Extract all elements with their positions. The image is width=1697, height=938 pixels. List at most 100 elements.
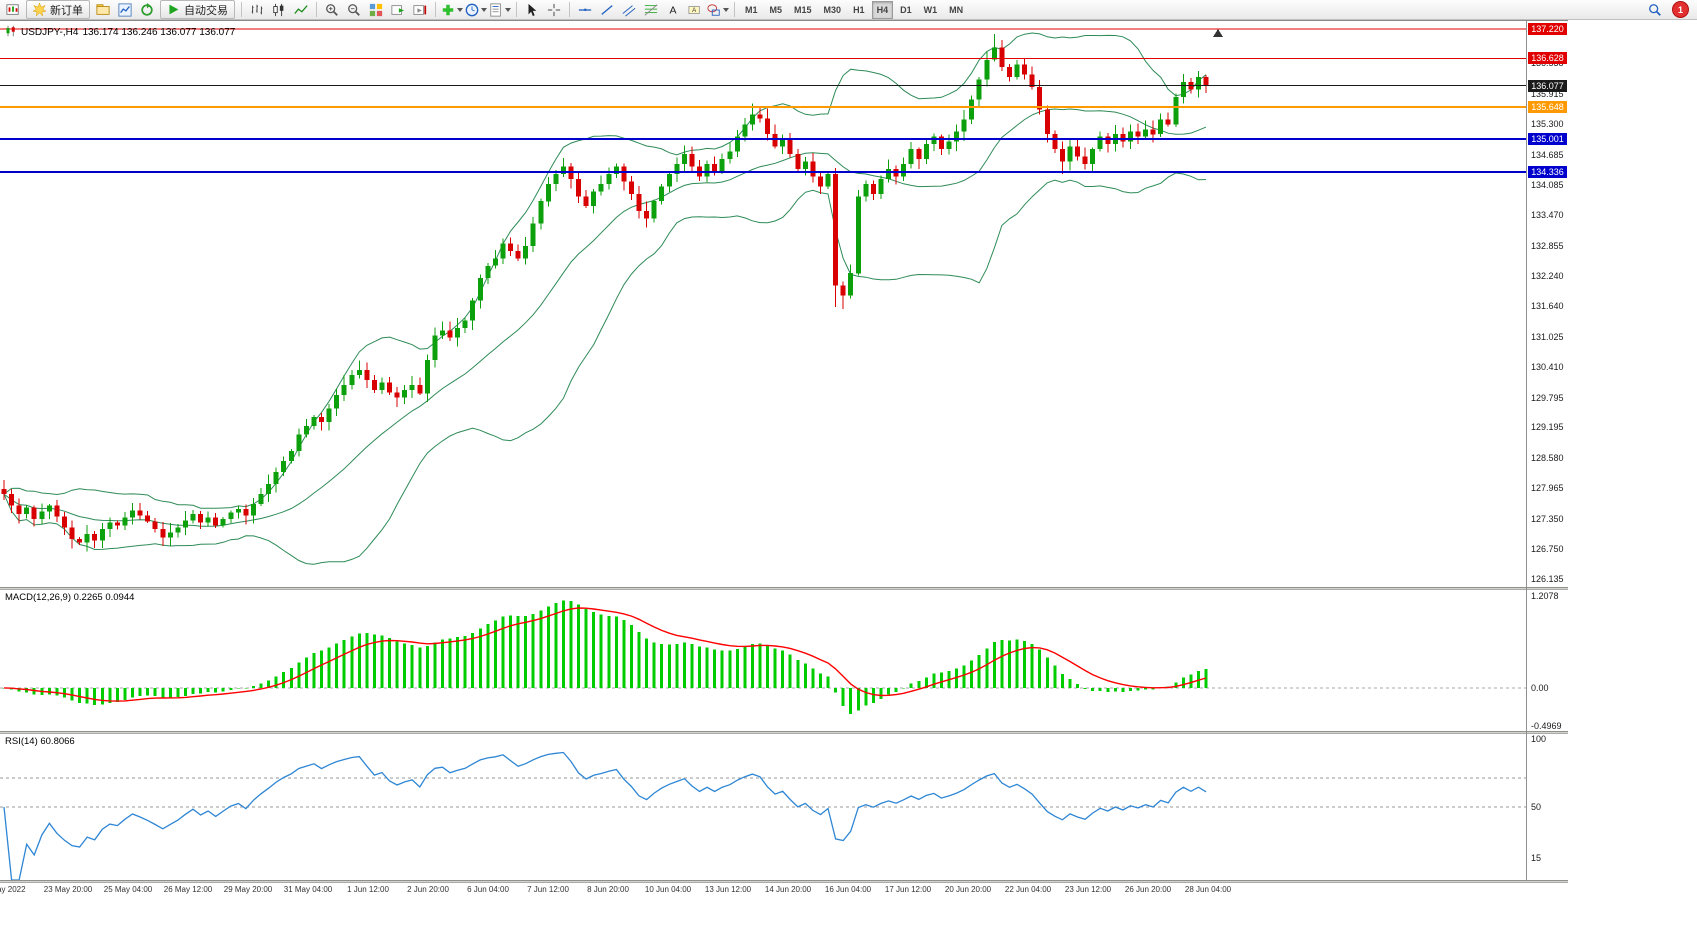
timeframe-d1[interactable]: D1 [900, 4, 912, 15]
rsi-axis-label: 50 [1531, 802, 1542, 812]
timeframe-h1[interactable]: H1 [853, 4, 865, 15]
chart-title: USDJPY-,H4 136.174 136.246 136.077 136.0… [5, 25, 235, 40]
timeframe-m30[interactable]: M30 [823, 4, 842, 15]
cursor-icon[interactable] [522, 1, 542, 19]
new-chart-icon[interactable] [3, 1, 23, 19]
price-axis-label: 129.195 [1531, 422, 1564, 433]
horizontal-line-icon[interactable] [575, 1, 595, 19]
channel-icon[interactable] [619, 1, 639, 19]
zoom-in-icon[interactable] [322, 1, 342, 19]
timeframe-m1[interactable]: M1 [745, 4, 758, 15]
price-chart-canvas[interactable] [0, 25, 1526, 585]
price-axis-label: 131.640 [1531, 300, 1564, 311]
candlestick-chart-icon[interactable] [269, 1, 289, 19]
price-axis-label: 130.410 [1531, 362, 1564, 373]
chart-shift-icon[interactable] [410, 1, 430, 19]
time-axis-separator [0, 880, 1568, 883]
periods-icon[interactable] [465, 1, 487, 19]
toolbar-separator [316, 2, 317, 17]
time-axis-label: 23 May 20:00 [43, 885, 93, 894]
price-axis[interactable]: 136.538135.915135.300134.685134.085133.4… [1527, 21, 1568, 900]
price-axis-label: 134.685 [1531, 149, 1564, 160]
market-watch-icon[interactable] [115, 1, 135, 19]
panel-separator[interactable] [0, 587, 1568, 590]
macd-panel-canvas[interactable] [0, 590, 1526, 730]
time-axis-label: 22 Jun 04:00 [1004, 885, 1052, 894]
templates-icon[interactable] [489, 1, 511, 19]
time-axis-label: 14 Jun 20:00 [764, 885, 812, 894]
timeframe-mn[interactable]: MN [949, 4, 964, 15]
chart-icon [5, 25, 17, 40]
chart-profiles-icon[interactable] [93, 1, 113, 19]
time-axis-label: 8 Jun 20:00 [587, 885, 629, 894]
price-axis-label: 126.135 [1531, 574, 1564, 585]
line-chart-icon[interactable] [291, 1, 311, 19]
chevron-down-icon [505, 7, 511, 12]
new-order-icon [33, 3, 46, 16]
svg-text:A: A [669, 4, 676, 16]
time-axis-label: 28 Jun 04:00 [1184, 885, 1232, 894]
price-axis-label: 127.965 [1531, 483, 1564, 494]
price-axis-label: 134.085 [1531, 179, 1564, 190]
indicators-icon[interactable] [441, 1, 463, 19]
toolbar-separator [734, 2, 735, 17]
toolbar-separator [241, 2, 242, 17]
crosshair-icon[interactable] [544, 1, 564, 19]
time-axis-label: 31 May 04:00 [283, 885, 333, 894]
price-level-badge: 135.001 [1528, 133, 1567, 146]
notification-badge[interactable]: 1 [1672, 1, 1689, 18]
time-axis-label: 26 Jun 20:00 [1124, 885, 1172, 894]
macd-axis-label: -0.4969 [1531, 720, 1562, 731]
auto-scroll-icon[interactable] [388, 1, 408, 19]
time-axis-label: 6 Jun 04:00 [467, 885, 509, 894]
time-axis-label: 7 Jun 12:00 [527, 885, 569, 894]
navigator-icon[interactable] [137, 1, 157, 19]
time-axis-label: 1 Jun 12:00 [347, 885, 389, 894]
shapes-icon[interactable] [707, 1, 729, 19]
price-axis-label: 135.915 [1531, 88, 1564, 99]
label-icon[interactable]: A [685, 1, 705, 19]
time-axis-label: 17 Jun 12:00 [884, 885, 932, 894]
time-axis-label: 13 Jun 12:00 [704, 885, 752, 894]
toolbar: 新订单 自动交易 A A M1 M5 M15 M30 H1 H4 D1 W1 MN 1 [0, 0, 1697, 20]
price-axis-label: 133.470 [1531, 210, 1564, 221]
new-order-button[interactable]: 新订单 [26, 0, 90, 19]
fibonacci-icon[interactable] [641, 1, 661, 19]
rsi-panel-canvas[interactable] [0, 734, 1526, 880]
tile-windows-icon[interactable] [366, 1, 386, 19]
chart-window[interactable]: USDJPY-,H4 136.174 136.246 136.077 136.0… [0, 20, 1568, 900]
timeframe-m15[interactable]: M15 [794, 4, 812, 15]
price-axis-label: 129.795 [1531, 392, 1564, 403]
chevron-down-icon [723, 7, 729, 12]
time-axis[interactable]: May 2022 23 May 20:00 25 May 04:00 26 May 1… [0, 883, 1526, 899]
panel-separator[interactable] [0, 731, 1568, 734]
chart-ohlc-readout: 136.174 136.246 136.077 136.077 [82, 27, 236, 38]
price-axis-border [1526, 21, 1527, 881]
svg-text:A: A [692, 7, 697, 14]
price-level-badge: 136.628 [1528, 52, 1567, 65]
price-axis-label: 131.025 [1531, 331, 1564, 342]
timeframe-m5[interactable]: M5 [769, 4, 783, 15]
toolbar-separator [569, 2, 570, 17]
price-axis-label: 135.300 [1531, 119, 1564, 130]
time-axis-label: 2 Jun 20:00 [407, 885, 449, 894]
time-axis-label: 23 Jun 12:00 [1064, 885, 1112, 894]
play-icon [167, 3, 180, 16]
zoom-out-icon[interactable] [344, 1, 364, 19]
time-axis-label: 16 Jun 04:00 [824, 885, 872, 894]
price-level-badge: 135.648 [1528, 101, 1567, 113]
timeframe-h4[interactable]: H4 [871, 0, 894, 19]
timeframe-w1[interactable]: W1 [923, 4, 938, 15]
price-axis-label: 127.350 [1531, 513, 1564, 524]
search-icon[interactable] [1645, 1, 1665, 19]
trendline-icon[interactable] [597, 1, 617, 19]
macd-axis-label: 1.2078 [1531, 590, 1559, 601]
current-price-badge: 136.077 [1528, 79, 1567, 92]
time-axis-label: 20 Jun 20:00 [944, 885, 992, 894]
text-icon[interactable]: A [663, 1, 683, 19]
bar-chart-icon[interactable] [247, 1, 267, 19]
autotrade-button[interactable]: 自动交易 [160, 0, 235, 19]
price-axis-label: 132.855 [1531, 240, 1564, 251]
toolbar-separator [516, 2, 517, 17]
